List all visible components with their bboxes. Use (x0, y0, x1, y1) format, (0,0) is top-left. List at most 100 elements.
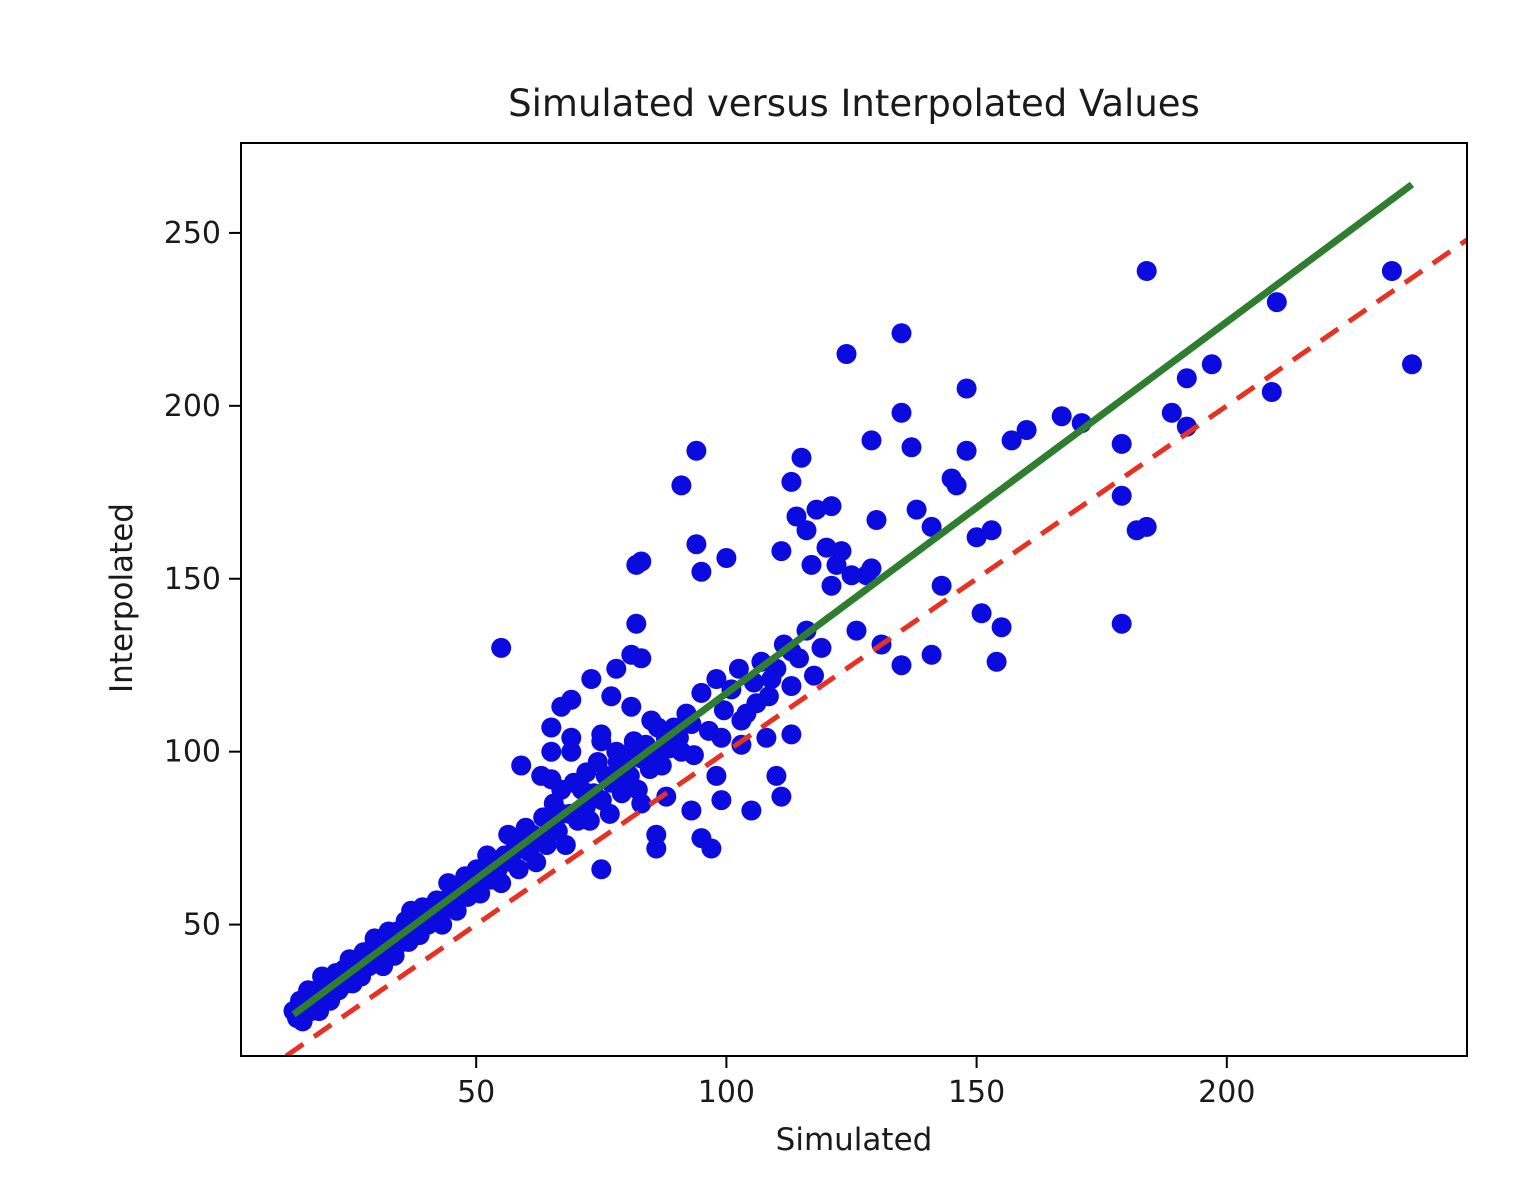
x-tick-label: 100 (698, 1075, 755, 1110)
identity-line (284, 237, 1467, 1056)
scatter-point (1016, 420, 1037, 440)
scatter-point (446, 900, 467, 921)
scatter-point (991, 617, 1012, 638)
y-axis-label: Interpolated (104, 503, 140, 693)
scatter-point (591, 731, 612, 752)
scatter-point (646, 748, 667, 769)
scatter-point (576, 762, 597, 783)
scatter-point (771, 786, 792, 807)
scatter-point (821, 575, 842, 596)
chart-title: Simulated versus Interpolated Values (508, 82, 1200, 125)
scatter-point (551, 696, 572, 717)
scatter-point (541, 741, 562, 762)
scatter-point (626, 613, 647, 634)
scatter-point (1111, 485, 1132, 506)
x-tick-label: 150 (948, 1075, 1005, 1110)
scatter-point (1051, 406, 1072, 427)
y-tick-label: 250 (164, 216, 221, 251)
scatter-point (966, 527, 987, 548)
scatter-point (646, 824, 667, 845)
scatter-point (671, 475, 692, 496)
scatter-point (906, 499, 927, 520)
scatter-point (526, 852, 547, 873)
y-tick-label: 50 (183, 908, 221, 943)
scatter-point (891, 323, 912, 344)
scatter-point (1001, 430, 1022, 451)
scatter-point (771, 541, 792, 562)
scatter-point (646, 838, 667, 859)
x-tick-label: 200 (1198, 1075, 1255, 1110)
scatter-point (713, 700, 734, 721)
scatter-point (836, 344, 857, 364)
scatter-point (1111, 433, 1132, 454)
scatter-point (804, 665, 824, 686)
scatter-point (432, 914, 453, 935)
scatter-point (601, 686, 622, 707)
scatter-point (846, 620, 867, 641)
scatter-point (821, 496, 842, 517)
scatter-point (946, 475, 967, 496)
scatter-point (801, 554, 822, 575)
scatter-point (931, 575, 952, 596)
scatter-point (691, 561, 712, 582)
scatter-point (491, 637, 512, 658)
scatter-point (766, 765, 787, 786)
scatter-point (711, 727, 732, 748)
scatter-point (781, 471, 802, 492)
fit-line (291, 181, 1415, 1018)
scatter-point (561, 727, 582, 748)
scatter-point (621, 696, 642, 717)
scatter-point (861, 558, 882, 579)
scatter-point (1136, 261, 1157, 281)
scatter-point (1201, 354, 1222, 375)
scatter-point (686, 440, 707, 461)
scatter-point (621, 644, 642, 665)
x-axis-label: Simulated (775, 1122, 933, 1158)
scatter-point (541, 769, 562, 790)
scatter-point (591, 859, 612, 880)
scatter-point (981, 520, 1002, 541)
scatter-point (631, 793, 652, 814)
scatter-point (1261, 382, 1282, 402)
scatter-point (470, 883, 491, 904)
scatter-point (626, 554, 647, 575)
scatter-point (1126, 520, 1147, 541)
scatter-point (811, 637, 832, 658)
y-tick-label: 200 (164, 389, 221, 424)
scatter-point (861, 430, 882, 451)
scatter-point (791, 447, 812, 468)
scatter-point (866, 510, 887, 530)
scatter-point (541, 717, 562, 738)
scatter-point (731, 710, 752, 731)
scatter-point (746, 693, 767, 714)
scatter-point (491, 873, 512, 894)
scatter-point (579, 810, 600, 831)
scatter-point (691, 682, 712, 703)
scatter-points-group (283, 261, 1422, 1032)
scatter-point (756, 727, 777, 748)
scatter-point (606, 658, 627, 679)
scatter-point (921, 516, 942, 537)
scatter-point (706, 669, 727, 689)
scatter-point (806, 499, 827, 520)
scatter-point (536, 835, 557, 855)
scatter-point (1111, 613, 1132, 634)
scatter-point (701, 838, 722, 859)
y-tick-label: 100 (164, 735, 221, 770)
scatter-point (1176, 368, 1197, 389)
scatter-point (561, 741, 582, 762)
scatter-point (1381, 261, 1402, 281)
scatter-point (1402, 354, 1422, 375)
scatter-point (761, 669, 782, 689)
scatter-point (891, 655, 912, 676)
y-tick-label: 150 (164, 562, 221, 597)
scatter-point (901, 437, 922, 458)
scatter-point (555, 835, 576, 855)
scatter-point (956, 440, 977, 461)
scatter-point (706, 765, 727, 786)
scatter-point (986, 651, 1007, 672)
scatter-point (971, 603, 992, 624)
scatter-point (891, 402, 912, 423)
scatter-point (921, 644, 942, 665)
